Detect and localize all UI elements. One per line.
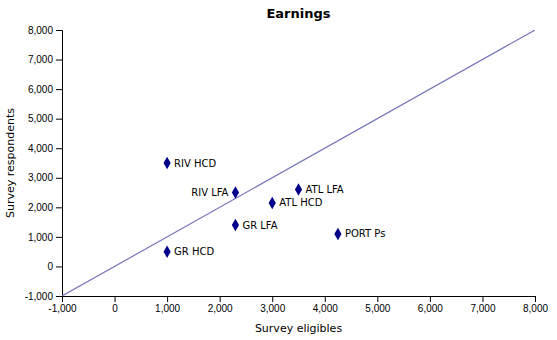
x-axis-tick: 0 [112,296,118,314]
y-axis-tick-mark [56,178,62,179]
point-label: ATL HCD [279,197,322,208]
y-axis-tick-mark [56,148,62,149]
x-axis-tick: 7,000 [470,296,495,314]
x-axis-tick-mark [220,296,221,302]
y-axis-tick-label: 0 [47,261,53,272]
y-axis-tick: -1,000 [25,291,62,302]
point [232,219,239,231]
y-axis-tick: 1,000 [28,232,62,243]
x-axis-tick-label: 6,000 [418,303,443,314]
point-label: GR HCD [174,246,214,257]
y-axis-tick-mark [56,60,62,61]
y-axis-tick: 4,000 [28,143,62,154]
x-axis-tick: 3,000 [260,296,285,314]
y-axis-tick-label: 1,000 [28,232,53,243]
y-axis-tick-label: 5,000 [28,113,53,124]
x-axis-tick: 5,000 [365,296,390,314]
x-axis-tick-mark [325,296,326,302]
point-label: GR LFA [242,220,277,231]
point [232,186,239,198]
x-axis-tick: 1,000 [155,296,180,314]
y-axis-tick-label: 4,000 [28,143,53,154]
x-axis-title: Survey eligibles [255,322,342,335]
x-axis-tick-mark [482,296,483,302]
point-label: ATL LFA [306,184,344,195]
title: Earnings [266,6,330,21]
x-axis-line [63,297,536,303]
x-axis-tick-mark [167,296,168,302]
y-axis-tick-label: -1,000 [25,291,54,302]
y-axis-tick-label: 7,000 [28,54,53,65]
plot: -1,000 0 1,000 2,000 3,000 4,000 5,000 6,000 7,0… [25,25,549,314]
x-axis-tick-label: 7,000 [470,303,495,314]
point [164,245,171,257]
y-axis-tick-label: 6,000 [28,84,53,95]
x-axis-tick: 8,000 [523,296,548,314]
point-label: RIV HCD [174,158,216,169]
annotations: RIV HCD RIV LFA GR LFA GR HCD ATL LFA ATL HCD… [174,158,385,258]
x-axis-tick-label: 1,000 [155,303,180,314]
y-axis-tick: 8,000 [28,25,62,36]
y-axis-tick-label: 8,000 [28,25,53,36]
y-axis-tick-mark [56,237,62,238]
x-axis-tick-mark [430,296,431,302]
reference-line [62,30,535,296]
y-axis-tick-label: 2,000 [28,202,53,213]
x-axis-tick-mark [115,296,116,302]
x-axis-tick-label: 2,000 [208,303,233,314]
x-axis-tick-label: 4,000 [313,303,338,314]
x-axis-tick: 6,000 [418,296,443,314]
x-axis-tick: 2,000 [208,296,233,314]
y-axis-tick: 2,000 [28,202,62,213]
marks [62,30,535,296]
y-axis-tick-mark [56,266,62,267]
point [334,228,341,240]
x-axis-tick-label: 0 [112,303,118,314]
y-axis-tick-mark [56,89,62,90]
y-axis-title: Survey respondents [4,108,17,218]
x-axis-tick-mark [535,296,536,302]
y-axis-tick: 7,000 [28,54,62,65]
point [164,157,171,169]
x-axis-tick-label: 5,000 [365,303,390,314]
y-axis-tick: 0 [47,261,62,272]
y-axis-line [56,31,63,297]
y-axis-tick-label: 3,000 [28,172,53,183]
y-axis-tick-mark [56,296,62,297]
x-axis-tick-mark [272,296,273,302]
x-axis-tick-label: -1,000 [48,303,77,314]
x-axis-tick-mark [377,296,378,302]
x-axis-tick-label: 8,000 [523,303,548,314]
x-axis: -1,000 0 1,000 2,000 3,000 4,000 5,000 6,000 7,0… [48,296,548,314]
point-label: PORT Ps [345,228,385,239]
y-axis-tick-mark [56,207,62,208]
chart: -1,000 0 1,000 2,000 3,000 4,000 5,000 6,000 7,0… [0,0,557,340]
point [269,197,276,209]
x-axis-tick-label: 3,000 [260,303,285,314]
y-axis-tick: 3,000 [28,172,62,183]
point-label: RIV LFA [191,187,228,198]
point [295,183,302,195]
y-axis-tick-mark [56,119,62,120]
y-axis-tick: 6,000 [28,84,62,95]
y-axis-tick: 5,000 [28,113,62,124]
x-axis-tick: 4,000 [313,296,338,314]
y-axis-tick-mark [56,30,62,31]
y-axis: -1,000 0 1,000 2,000 3,000 4,000 5,000 6,000 7,0… [25,25,63,302]
